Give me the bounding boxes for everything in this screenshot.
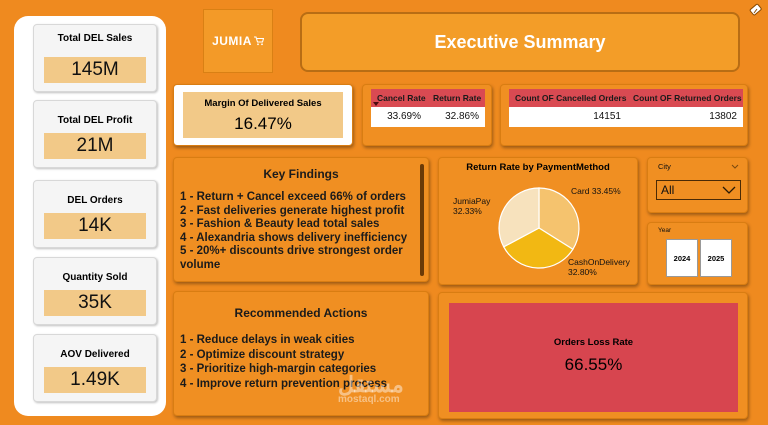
- counts-table: Count OF Cancelled Orders Count OF Retur…: [509, 89, 743, 127]
- counts-panel: Count OF Cancelled Orders Count OF Retur…: [500, 84, 748, 146]
- list-item: 3 - Fashion & Beauty lead total sales: [180, 218, 380, 230]
- kpi-value: 1.49K: [44, 367, 146, 393]
- list-item: 4 - Improve return prevention process: [180, 377, 388, 390]
- kpi-card-aov-delivered: AOV Delivered 1.49K: [33, 334, 157, 402]
- returned-count-cell: 13802: [709, 110, 737, 122]
- table-row: 14151 13802: [509, 107, 743, 125]
- cancelled-count-header[interactable]: Count OF Cancelled Orders: [515, 93, 627, 103]
- counts-header-row: Count OF Cancelled Orders Count OF Retur…: [509, 89, 743, 107]
- rates-table: Cancel Rate Return Rate 33.69% 32.86%: [371, 89, 485, 127]
- key-findings-title: Key Findings: [263, 167, 339, 181]
- year-option-2024[interactable]: 2024: [666, 239, 698, 277]
- logo-text: JUMIA: [212, 34, 252, 48]
- recommended-actions-card: Recommended Actions 1 - Reduce delays in…: [173, 291, 429, 416]
- kpi-label: Quantity Sold: [62, 272, 128, 283]
- cancel-rate-header[interactable]: Cancel Rate: [377, 93, 426, 103]
- year-slicer: Year 2024 2025: [647, 222, 748, 285]
- orders-loss-label: Orders Loss Rate: [553, 337, 634, 348]
- chevron-down-icon: [722, 186, 736, 194]
- kpi-card-total-profit: Total DEL Profit 21M: [33, 100, 157, 168]
- kpi-value: 145M: [44, 57, 146, 83]
- cancelled-count-cell: 14151: [593, 110, 621, 122]
- chevron-down-icon[interactable]: [731, 164, 739, 170]
- returned-count-header[interactable]: Count OF Returned Orders: [633, 93, 742, 103]
- year-option-2025[interactable]: 2025: [700, 239, 732, 277]
- year-slicer-label: Year: [658, 227, 672, 234]
- kpi-card-total-sales: Total DEL Sales 145M: [33, 24, 157, 92]
- key-findings-card: Key Findings 1 - Return + Cancel exceed …: [173, 157, 429, 282]
- pie-label-cod: CashOnDelivery 32.80%: [568, 257, 630, 277]
- kpi-value: 35K: [44, 290, 146, 316]
- pie-label-card: Card 33.45%: [571, 186, 621, 196]
- chart-title: Return Rate by PaymentMethod: [466, 162, 610, 173]
- kpi-value: 21M: [44, 133, 146, 159]
- watermark: مستقل mostaql.com: [338, 372, 404, 405]
- findings-list: 1 - Return + Cancel exceed 66% of orders…: [174, 191, 428, 272]
- orders-loss-value: 66.55%: [564, 355, 623, 374]
- jumia-logo: JUMIA: [203, 9, 273, 73]
- kpi-label: Total DEL Profit: [57, 115, 133, 126]
- scrollbar[interactable]: [420, 164, 424, 276]
- list-item: 2 - Optimize discount strategy: [180, 348, 345, 361]
- list-item: 2 - Fast deliveries generate highest pro…: [180, 204, 405, 217]
- margin-card: Margin Of Delivered Sales 16.47%: [173, 84, 353, 146]
- orders-loss-card: Orders Loss Rate 66.55%: [449, 303, 738, 412]
- actions-list: 1 - Reduce delays in weak cities 2 - Opt…: [174, 333, 428, 391]
- pie-slice-jumiapay[interactable]: [498, 187, 540, 248]
- watermark-latin: mostaql.com: [338, 394, 400, 405]
- kpi-label: AOV Delivered: [60, 349, 130, 360]
- margin-label: Margin Of Delivered Sales: [204, 98, 322, 109]
- city-slicer-label: City: [658, 162, 671, 171]
- kpi-value: 14K: [44, 213, 146, 239]
- cancel-rate-cell: 33.69%: [387, 110, 421, 122]
- list-item: 4 - Alexandria shows delivery inefficien…: [180, 231, 408, 244]
- recommended-actions-title: Recommended Actions: [234, 306, 368, 320]
- list-item: 3 - Prioritize high-margin categories: [180, 363, 377, 375]
- city-slicer: City All: [647, 157, 748, 213]
- return-rate-cell: 32.86%: [445, 110, 479, 122]
- kpi-label: Total DEL Sales: [57, 33, 133, 44]
- margin-value: 16.47%: [234, 114, 292, 133]
- eraser-icon[interactable]: [748, 2, 764, 18]
- sort-desc-icon[interactable]: [373, 102, 379, 106]
- pie-chart: [498, 187, 580, 269]
- cart-icon: [253, 36, 264, 46]
- margin-inner: Margin Of Delivered Sales 16.47%: [183, 92, 343, 138]
- city-selected: All: [661, 183, 675, 197]
- list-item: 5 - 20%+ discounts drive strongest order: [180, 245, 403, 257]
- return-rate-pie-card: Return Rate by PaymentMethod Card 33.45%…: [438, 157, 638, 285]
- kpi-card-quantity-sold: Quantity Sold 35K: [33, 257, 157, 325]
- city-dropdown[interactable]: All: [656, 180, 741, 200]
- table-row: 33.69% 32.86%: [371, 107, 485, 125]
- rates-header-row: Cancel Rate Return Rate: [371, 89, 485, 107]
- list-item: 1 - Return + Cancel exceed 66% of orders: [180, 191, 406, 203]
- watermark-arabic: مستقل: [338, 372, 404, 397]
- kpi-label: DEL Orders: [67, 195, 123, 206]
- list-item: 1 - Reduce delays in weak cities: [180, 334, 355, 346]
- list-item: volume: [180, 258, 221, 271]
- pie-label-jumiapay: JumiaPay 32.33%: [453, 196, 491, 216]
- return-rate-header[interactable]: Return Rate: [433, 93, 482, 103]
- page-title-banner: Executive Summary: [300, 12, 740, 72]
- kpi-card-del-orders: DEL Orders 14K: [33, 180, 157, 248]
- rates-panel: Cancel Rate Return Rate 33.69% 32.86%: [362, 84, 492, 146]
- page-title: Executive Summary: [434, 31, 606, 52]
- kpi-column: Total DEL Sales 145M Total DEL Profit 21…: [14, 16, 166, 416]
